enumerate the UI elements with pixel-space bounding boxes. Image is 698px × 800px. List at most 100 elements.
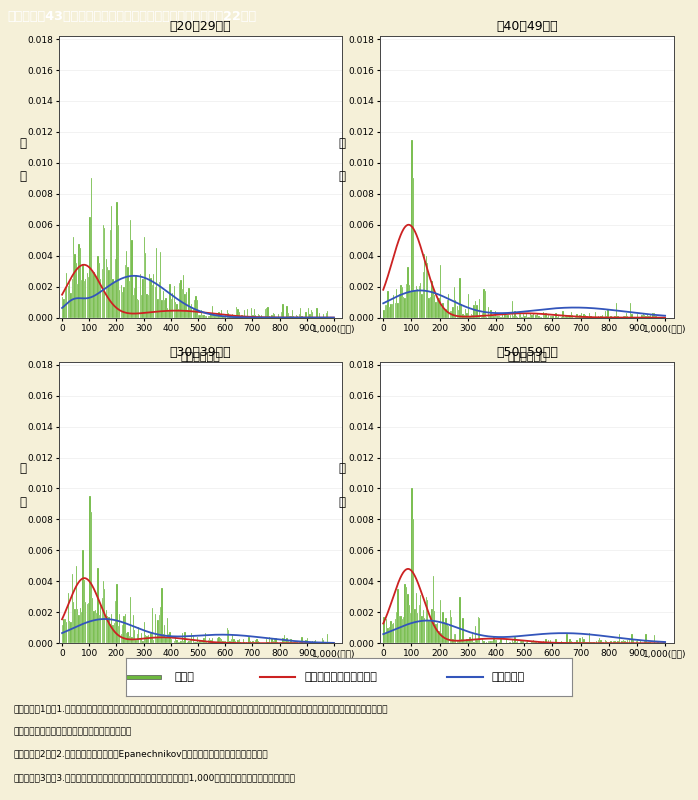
- Bar: [209, 315, 210, 318]
- Bar: [133, 615, 134, 643]
- Bar: [489, 316, 490, 318]
- Bar: [658, 642, 660, 643]
- Bar: [177, 642, 179, 643]
- Bar: [516, 316, 517, 318]
- Bar: [250, 641, 251, 643]
- Bar: [242, 315, 243, 318]
- Bar: [472, 315, 473, 318]
- Bar: [452, 307, 454, 318]
- Bar: [644, 314, 646, 318]
- Bar: [637, 314, 638, 318]
- Bar: [616, 642, 617, 643]
- Bar: [89, 496, 91, 643]
- Bar: [127, 266, 128, 318]
- Bar: [469, 637, 470, 643]
- Bar: [156, 638, 157, 643]
- Bar: [396, 612, 397, 643]
- Bar: [586, 642, 588, 643]
- Bar: [603, 642, 604, 643]
- Bar: [235, 315, 236, 318]
- Bar: [96, 613, 97, 643]
- Bar: [206, 642, 207, 643]
- Bar: [319, 313, 320, 318]
- Bar: [177, 309, 179, 318]
- Text: 度: 度: [19, 496, 26, 509]
- Bar: [256, 317, 258, 318]
- Bar: [568, 642, 570, 643]
- Bar: [247, 310, 248, 318]
- Bar: [290, 315, 292, 318]
- Bar: [119, 290, 121, 318]
- Bar: [643, 314, 644, 318]
- Bar: [220, 315, 221, 318]
- Bar: [207, 640, 209, 643]
- Bar: [221, 639, 223, 643]
- Bar: [483, 289, 484, 318]
- Bar: [251, 642, 252, 643]
- Bar: [623, 316, 624, 318]
- Bar: [253, 310, 255, 318]
- Bar: [114, 283, 115, 318]
- Bar: [654, 635, 655, 643]
- Bar: [122, 625, 123, 643]
- Bar: [588, 642, 589, 643]
- Bar: [496, 640, 498, 643]
- Bar: [488, 307, 489, 318]
- Bar: [521, 641, 523, 643]
- Bar: [506, 638, 507, 643]
- Bar: [77, 284, 78, 318]
- Bar: [206, 315, 207, 318]
- Bar: [309, 314, 311, 318]
- Bar: [259, 642, 260, 643]
- Bar: [170, 284, 171, 318]
- Bar: [267, 307, 269, 318]
- Bar: [230, 639, 232, 643]
- Bar: [470, 638, 472, 643]
- Bar: [406, 586, 407, 643]
- Bar: [623, 640, 624, 643]
- Bar: [88, 277, 89, 318]
- Bar: [313, 641, 315, 643]
- Bar: [621, 642, 623, 643]
- Bar: [516, 642, 517, 643]
- Bar: [410, 292, 411, 318]
- X-axis label: 年間雇用所得: 年間雇用所得: [181, 678, 221, 688]
- Bar: [121, 634, 122, 643]
- Bar: [233, 639, 235, 643]
- Bar: [273, 314, 274, 318]
- Bar: [164, 626, 165, 643]
- Bar: [94, 272, 95, 318]
- Bar: [599, 638, 600, 643]
- Bar: [315, 640, 316, 643]
- Bar: [476, 305, 477, 318]
- Bar: [62, 626, 64, 643]
- Bar: [475, 301, 476, 318]
- Bar: [198, 314, 199, 318]
- Bar: [482, 314, 483, 318]
- Bar: [403, 298, 404, 318]
- Bar: [502, 313, 503, 318]
- Bar: [216, 314, 217, 318]
- Bar: [323, 314, 325, 318]
- Bar: [154, 286, 156, 318]
- Bar: [389, 307, 390, 318]
- Bar: [383, 617, 385, 643]
- Bar: [325, 317, 326, 318]
- Bar: [610, 641, 611, 643]
- Bar: [618, 634, 620, 643]
- Bar: [650, 642, 651, 643]
- Bar: [181, 633, 183, 643]
- Bar: [477, 617, 479, 643]
- Bar: [630, 303, 631, 318]
- Bar: [228, 630, 229, 643]
- Bar: [417, 290, 418, 318]
- Bar: [609, 317, 610, 318]
- Bar: [407, 594, 408, 643]
- Bar: [292, 310, 293, 318]
- Bar: [568, 314, 570, 318]
- Bar: [228, 314, 229, 318]
- Bar: [574, 642, 575, 643]
- Bar: [217, 314, 218, 318]
- Bar: [475, 626, 476, 643]
- Bar: [283, 317, 285, 318]
